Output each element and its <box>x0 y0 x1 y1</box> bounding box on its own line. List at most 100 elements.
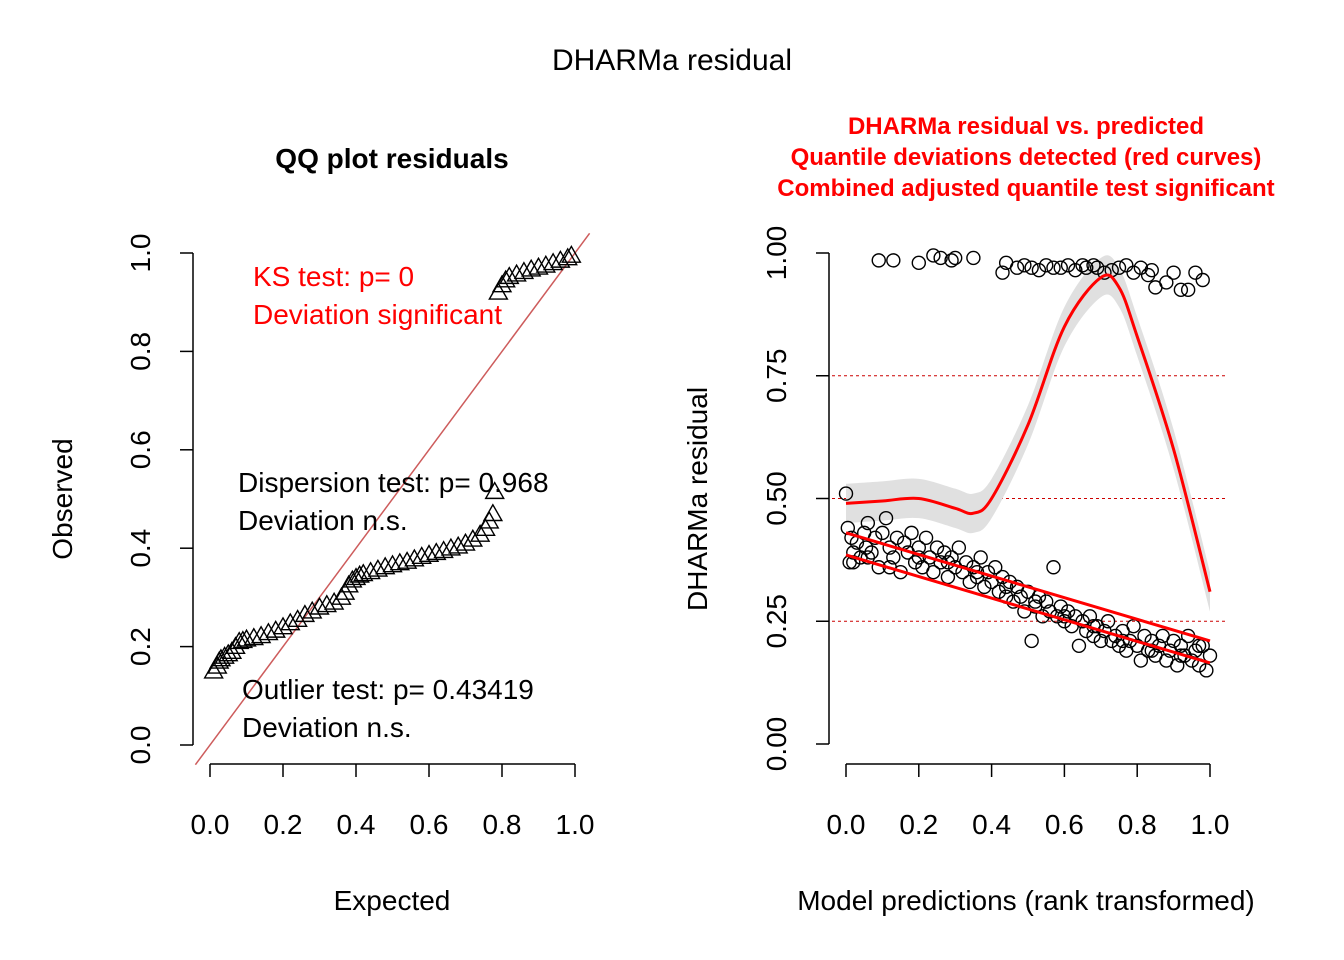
residual-point <box>860 515 876 531</box>
page-title: DHARMa residual <box>552 44 792 77</box>
upper-quantile-band <box>846 255 1210 612</box>
qq-point <box>374 556 396 575</box>
qq-y-tick-label: 1.0 <box>125 234 156 273</box>
residual-point <box>973 550 988 565</box>
qq-x-label: Expected <box>334 885 451 916</box>
qq-point <box>484 481 505 500</box>
qq-x-tick-label: 0.0 <box>191 809 230 840</box>
qq-point <box>520 258 542 277</box>
qq-point <box>203 660 224 679</box>
residual-point <box>1144 262 1159 278</box>
residual-point <box>1119 258 1134 273</box>
qq-point <box>404 548 425 567</box>
qq-point <box>433 540 454 559</box>
residual-point <box>1093 633 1109 649</box>
residual-point <box>1075 258 1090 273</box>
qq-point <box>345 567 367 586</box>
qq-point <box>499 266 520 285</box>
residual-point <box>1053 260 1068 275</box>
qq-point <box>301 600 323 619</box>
qq-y-tick-label: 0.4 <box>125 529 156 568</box>
residual-x-tick-label: 1.0 <box>1191 809 1230 840</box>
qq-point <box>331 586 352 605</box>
residual-point <box>1180 282 1196 298</box>
qq-point <box>382 554 403 573</box>
residual-point <box>926 248 941 263</box>
residual-y-ticks: 0.00 0.25 0.50 0.75 1.00 <box>761 226 829 771</box>
qq-point <box>557 247 578 266</box>
qq-y-tick-label: 0.0 <box>125 726 156 765</box>
qq-points <box>203 245 582 679</box>
median-quantile-curve <box>845 531 1211 643</box>
residual-point <box>1191 638 1207 653</box>
residual-point <box>1111 260 1127 275</box>
residual-point <box>1133 653 1149 668</box>
residual-point <box>1166 633 1181 649</box>
qq-point <box>353 563 374 582</box>
residual-point <box>991 584 1007 599</box>
residual-point <box>995 265 1010 280</box>
residual-points <box>838 248 1218 678</box>
residual-point <box>1024 260 1039 275</box>
qq-point <box>469 524 491 542</box>
lower-quantile-curve <box>845 553 1211 665</box>
qq-point <box>506 263 527 282</box>
residual-point <box>1173 282 1189 298</box>
residual-point <box>1115 633 1130 649</box>
residual-point <box>1031 262 1047 278</box>
residual-point <box>864 545 879 560</box>
qq-point <box>272 616 294 635</box>
qq-point <box>236 628 257 647</box>
residual-point <box>1009 260 1025 275</box>
residual-y-tick-label: 0.50 <box>761 471 792 526</box>
residual-point <box>933 250 948 266</box>
qq-point <box>280 612 301 631</box>
residual-point <box>1199 663 1214 678</box>
residual-point <box>1017 258 1032 273</box>
qq-y-tick-label: 0.6 <box>125 430 156 469</box>
residual-point <box>1082 609 1098 624</box>
residual-point <box>886 550 901 565</box>
qq-point <box>482 503 504 522</box>
residual-point <box>1166 265 1181 280</box>
residual-point <box>1097 265 1112 280</box>
residual-plot-panel: DHARMa residual vs. predicted Quantile d… <box>682 113 1275 916</box>
residual-x-tick-label: 0.6 <box>1045 809 1084 840</box>
qq-point <box>495 269 516 288</box>
qq-point <box>243 627 265 646</box>
residual-point <box>977 579 992 595</box>
residual-point <box>1046 560 1061 575</box>
qq-y-tick-label: 0.2 <box>125 627 156 666</box>
residual-point <box>889 530 905 545</box>
residual-point <box>1159 275 1174 290</box>
qq-point <box>411 546 432 565</box>
residual-point <box>1013 589 1028 604</box>
outlier-deviation-text: Deviation n.s. <box>242 712 412 743</box>
qq-point <box>287 609 308 627</box>
residual-point <box>1046 260 1061 275</box>
qq-point <box>550 249 571 268</box>
qq-point <box>528 256 549 275</box>
ks-deviation-text: Deviation significant <box>253 299 502 330</box>
residual-point <box>1170 658 1185 673</box>
residual-point <box>1024 633 1039 649</box>
residual-x-tick-label: 0.0 <box>827 809 866 840</box>
residual-point <box>911 255 926 271</box>
residual-point <box>1137 628 1152 644</box>
residual-point <box>929 540 945 555</box>
residual-point <box>1060 258 1076 273</box>
residual-point <box>886 253 901 268</box>
qq-x-tick-label: 0.8 <box>483 809 522 840</box>
residual-y-label: DHARMa residual <box>682 387 713 611</box>
qq-y-ticks: 0.0 0.2 0.4 0.6 0.8 1.0 <box>125 234 193 765</box>
residual-title-line-1: DHARMa residual vs. predicted <box>848 113 1204 140</box>
residual-point <box>951 540 967 555</box>
residual-point <box>1188 265 1203 280</box>
residual-point <box>1126 265 1141 280</box>
residual-point <box>1028 594 1043 609</box>
residual-point <box>907 555 923 570</box>
residual-point <box>962 574 977 590</box>
residual-point <box>944 253 959 268</box>
residual-point <box>875 525 890 541</box>
residual-point <box>1100 614 1116 629</box>
